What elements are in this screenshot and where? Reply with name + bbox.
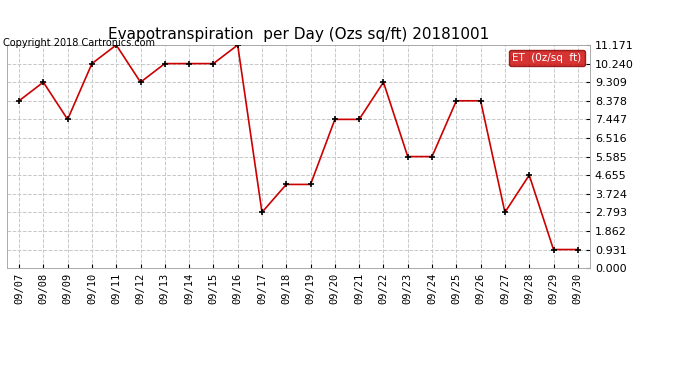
Text: Copyright 2018 Cartronics.com: Copyright 2018 Cartronics.com: [3, 38, 155, 48]
Title: Evapotranspiration  per Day (Ozs sq/ft) 20181001: Evapotranspiration per Day (Ozs sq/ft) 2…: [108, 27, 489, 42]
Legend: ET  (0z/sq  ft): ET (0z/sq ft): [509, 50, 584, 66]
